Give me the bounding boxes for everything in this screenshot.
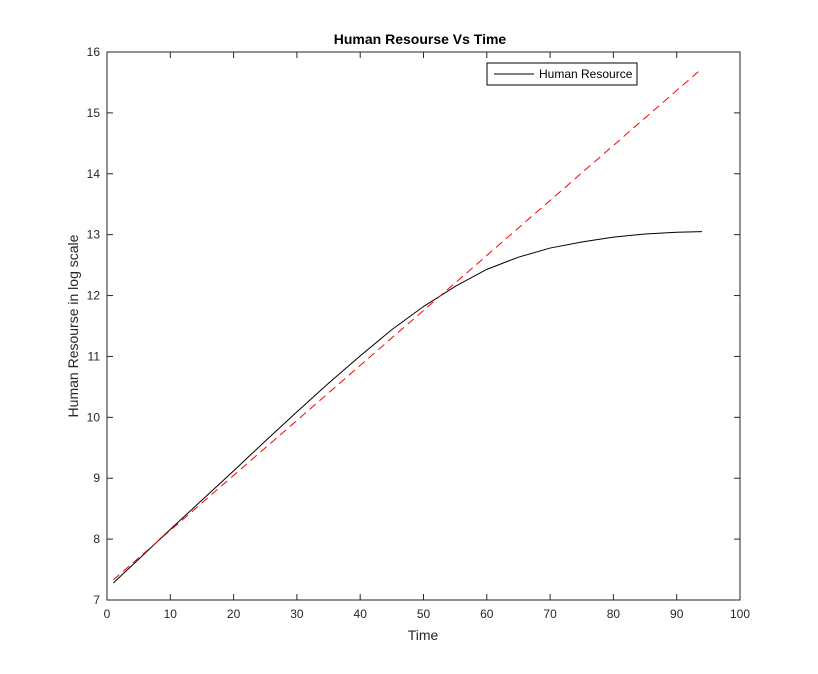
y-tick-label: 9 bbox=[93, 471, 100, 485]
legend-label-human-resource: Human Resource bbox=[539, 67, 633, 81]
x-tick-label: 60 bbox=[480, 607, 494, 621]
plot-area bbox=[106, 51, 741, 601]
y-tick-label: 13 bbox=[87, 228, 101, 242]
x-tick-label: 70 bbox=[543, 607, 557, 621]
x-tick-label: 100 bbox=[730, 607, 750, 621]
x-tick-label: 0 bbox=[104, 607, 111, 621]
x-tick-label: 40 bbox=[354, 607, 368, 621]
series-layer bbox=[112, 68, 703, 584]
x-tick-label: 80 bbox=[607, 607, 621, 621]
y-tick-label: 11 bbox=[88, 349, 101, 363]
y-tick-label: 8 bbox=[93, 532, 100, 546]
x-tick-label: 10 bbox=[164, 607, 178, 621]
y-tick-label: 14 bbox=[87, 167, 101, 181]
y-tick-label: 16 bbox=[87, 45, 101, 59]
legend-box bbox=[486, 62, 638, 86]
x-axis-label: Time bbox=[408, 627, 439, 643]
x-tick-label: 50 bbox=[417, 607, 431, 621]
series-line-human-resource bbox=[112, 231, 703, 584]
x-tick-label: 20 bbox=[227, 607, 241, 621]
y-tick-label: 15 bbox=[87, 106, 101, 120]
y-tick-label: 12 bbox=[87, 289, 101, 303]
x-tick-label: 30 bbox=[290, 607, 304, 621]
legend: Human Resource bbox=[486, 62, 638, 86]
y-axis-label: Human Resourse in log scale bbox=[65, 234, 81, 417]
ticks-group: 0 10 20 30 40 50 60 70 80 90 100 7 8 9 10 11 12 13 14 15 16 bbox=[87, 45, 751, 621]
y-tick-label: 10 bbox=[87, 410, 101, 424]
y-tick-label: 7 bbox=[93, 593, 100, 607]
chart-title: Human Resourse Vs Time bbox=[334, 31, 507, 47]
x-tick-label: 90 bbox=[670, 607, 684, 621]
